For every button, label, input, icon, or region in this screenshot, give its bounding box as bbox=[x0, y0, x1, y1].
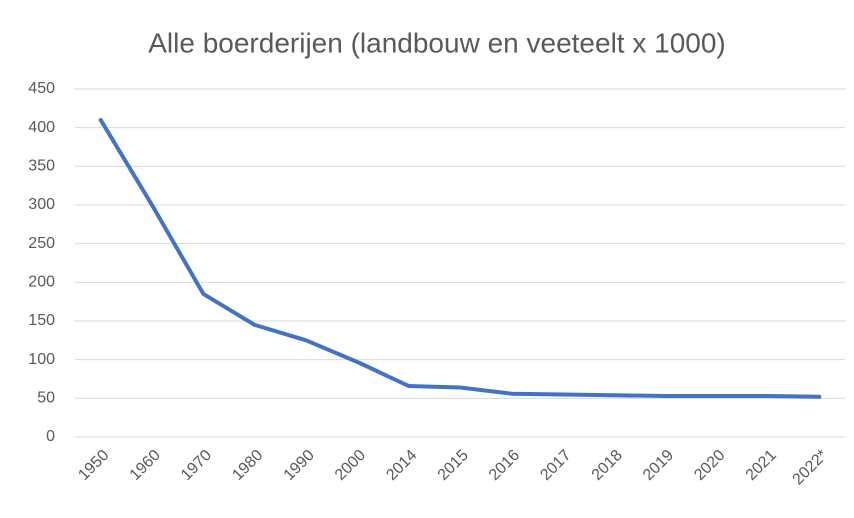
y-tick-label: 300 bbox=[28, 196, 55, 213]
y-tick-label: 350 bbox=[28, 158, 55, 175]
y-tick-label: 50 bbox=[37, 390, 55, 407]
y-tick-label: 200 bbox=[28, 274, 55, 291]
y-tick-label: 100 bbox=[28, 351, 55, 368]
y-tick-label: 450 bbox=[28, 80, 55, 97]
y-tick-label: 0 bbox=[46, 428, 55, 445]
y-tick-label: 150 bbox=[28, 312, 55, 329]
data-line bbox=[98, 117, 822, 399]
y-tick-label: 400 bbox=[28, 119, 55, 136]
chart-title: Alle boerderijen (landbouw en veeteelt x… bbox=[148, 27, 726, 58]
y-tick-label: 250 bbox=[28, 235, 55, 252]
